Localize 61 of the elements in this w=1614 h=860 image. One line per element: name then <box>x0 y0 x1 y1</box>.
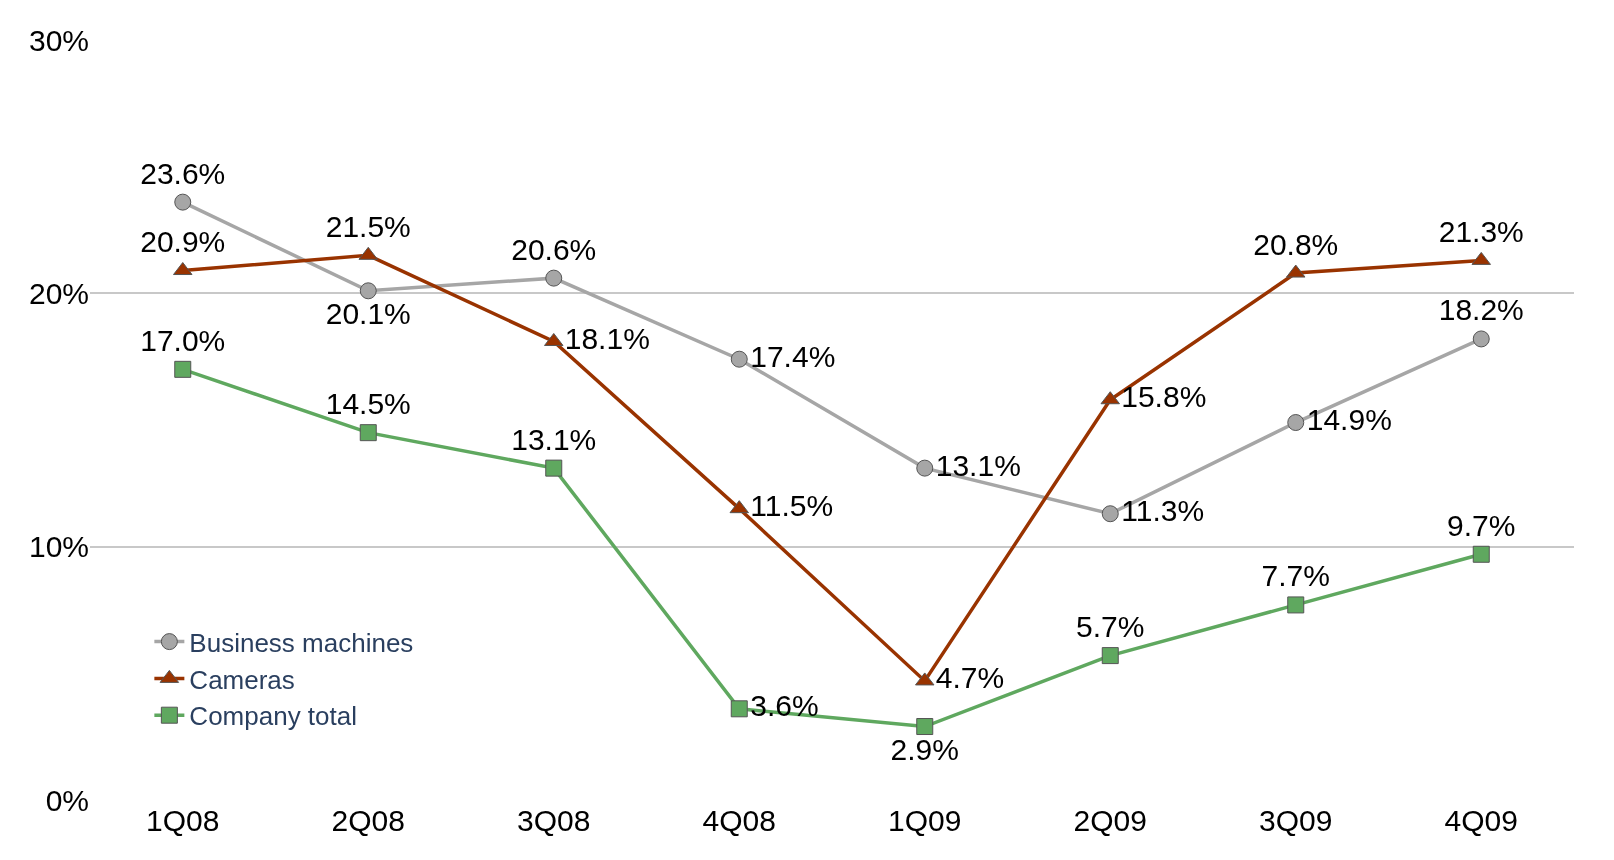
point <box>729 500 749 514</box>
data-label: 9.7% <box>1447 508 1516 542</box>
data-label: 20.9% <box>140 225 226 259</box>
data-label: 23.6% <box>140 156 226 190</box>
point <box>544 332 564 346</box>
x-tick-label: 1Q08 <box>146 804 220 837</box>
legend-label: Business machines <box>189 627 414 658</box>
point <box>1101 647 1119 665</box>
data-label: 2.9% <box>890 733 959 767</box>
x-tick-label: 2Q08 <box>331 804 405 837</box>
point <box>358 246 378 260</box>
point <box>359 282 377 300</box>
legend-label: Cameras <box>189 664 295 695</box>
data-label: 21.3% <box>1438 214 1524 248</box>
point <box>1472 330 1490 348</box>
point <box>359 424 377 442</box>
point <box>916 718 934 736</box>
point <box>174 193 192 211</box>
x-tick-label: 2Q09 <box>1073 804 1147 837</box>
data-label: 20.6% <box>511 232 597 266</box>
point <box>1287 414 1305 432</box>
data-label: 17.4% <box>750 339 836 373</box>
data-label: 15.8% <box>1121 380 1207 414</box>
point <box>730 700 748 718</box>
data-label: 17.0% <box>140 323 226 357</box>
point <box>1287 596 1305 614</box>
x-tick-label: 3Q09 <box>1259 804 1333 837</box>
x-tick-label: 4Q08 <box>702 804 776 837</box>
data-label: 13.1% <box>935 448 1021 482</box>
data-label: 21.5% <box>325 209 411 243</box>
legend-label: Company total <box>189 701 358 732</box>
data-label: 18.1% <box>564 321 650 355</box>
data-label: 5.7% <box>1076 610 1145 644</box>
data-label: 11.5% <box>750 489 834 523</box>
point <box>173 262 193 276</box>
x-tick-label: 3Q08 <box>517 804 591 837</box>
point <box>545 269 563 287</box>
y-tick-label: 10% <box>28 530 89 564</box>
data-label: 20.1% <box>325 297 411 331</box>
data-label: 14.5% <box>325 387 411 421</box>
point <box>916 459 934 477</box>
data-label: 4.7% <box>935 661 1005 695</box>
data-label: 20.8% <box>1253 227 1339 261</box>
x-tick-label: 1Q09 <box>888 804 962 837</box>
point <box>545 459 563 477</box>
point <box>1471 251 1491 265</box>
point <box>1286 264 1306 278</box>
point <box>174 360 192 378</box>
data-label: 13.1% <box>511 422 597 456</box>
y-tick-label: 30% <box>28 23 89 57</box>
x-tick-label: 4Q09 <box>1444 804 1518 837</box>
y-tick-label: 20% <box>28 276 89 310</box>
point <box>1472 545 1490 563</box>
point <box>1101 505 1119 523</box>
data-label: 18.2% <box>1438 293 1524 327</box>
y-tick-label: 0% <box>45 783 89 817</box>
data-label: 7.7% <box>1261 559 1330 593</box>
point <box>730 350 748 368</box>
point <box>1100 391 1120 405</box>
data-label: 14.9% <box>1306 403 1392 437</box>
data-label: 11.3% <box>1121 494 1205 528</box>
